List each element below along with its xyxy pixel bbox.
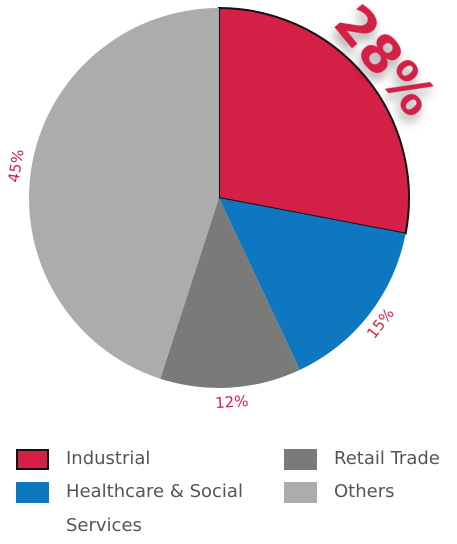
slice-label: 45% xyxy=(5,148,28,184)
pie-slice xyxy=(28,8,220,379)
legend-item: Healthcare & Social Services xyxy=(16,475,284,536)
legend-swatch xyxy=(16,449,49,470)
legend-swatch xyxy=(16,482,49,503)
legend-item: Industrial xyxy=(16,442,284,475)
legend-swatch xyxy=(284,482,317,503)
pie-slice xyxy=(160,198,300,389)
slice-label: 12% xyxy=(215,392,249,412)
legend-item: Others xyxy=(284,475,446,508)
legend-label: Healthcare & Social Services xyxy=(66,481,243,536)
pie-slice xyxy=(219,198,406,370)
legend-label: Retail Trade xyxy=(334,448,440,469)
pie-slice xyxy=(218,6,410,235)
legend-label: Industrial xyxy=(66,448,151,469)
legend-item: Retail Trade xyxy=(284,442,446,475)
legend-swatch xyxy=(284,449,317,470)
chart: 28%15%12%45% xyxy=(5,0,448,412)
legend: Industrial Healthcare & Social Services Re… xyxy=(16,442,446,536)
legend-label: Others xyxy=(334,481,395,502)
